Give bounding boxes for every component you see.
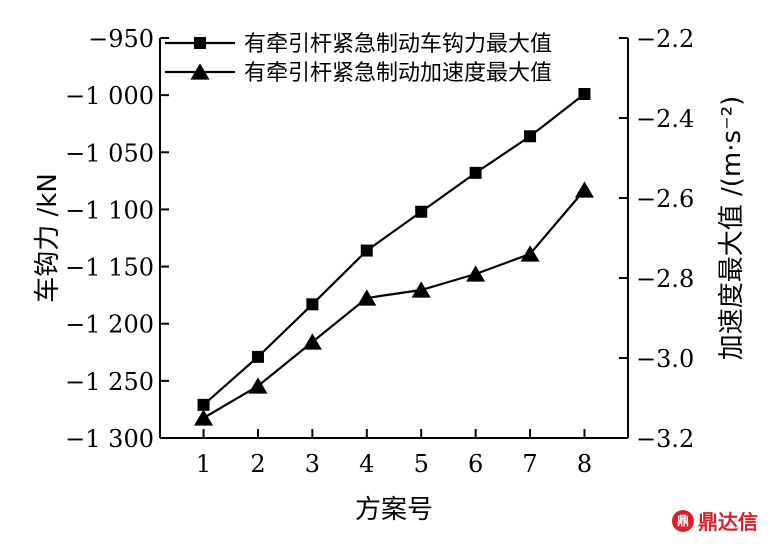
x-axis-title: 方案号 <box>355 495 433 525</box>
y-right-tick-label: −2.2 <box>636 25 694 53</box>
data-point-triangle <box>248 377 268 394</box>
y-left-tick-label: −1 000 <box>65 82 154 110</box>
legend-triangle-icon <box>190 63 210 80</box>
data-point-triangle <box>411 281 431 298</box>
data-point-square <box>251 350 264 363</box>
x-tick-label: 6 <box>468 450 483 478</box>
series-1-line <box>202 93 586 406</box>
y-right-tick-label: −3.0 <box>636 345 694 373</box>
axes: −1 300 −1 250 −1 200 −1 150 −1 100 −1 050 −1 0… <box>65 25 694 478</box>
x-tick-label: 4 <box>359 450 374 478</box>
y-left-tick-label: −1 300 <box>65 425 154 453</box>
series-1 <box>197 88 591 411</box>
y-left-tick-label: −1 150 <box>65 254 154 282</box>
data-point-square <box>360 244 373 257</box>
legend-square-icon <box>194 37 206 49</box>
y-left-tick-label: −1 250 <box>65 368 154 396</box>
data-point-triangle <box>302 333 322 350</box>
data-point-square <box>306 298 319 311</box>
x-tick-label: 3 <box>305 450 320 478</box>
watermark-seal-icon: 鼎 <box>672 509 694 532</box>
y-left-tick-label: −1 200 <box>65 311 154 339</box>
y-right-tick-label: −2.4 <box>636 105 694 133</box>
watermark-logo: 鼎 鼎达信 <box>672 506 758 535</box>
x-tick-label: 2 <box>250 450 265 478</box>
y-right-tick-label: −2.8 <box>636 265 694 293</box>
data-point-triangle <box>357 289 377 306</box>
x-tick-label: 8 <box>577 450 592 478</box>
y-left-tick-label: −1 100 <box>65 196 154 224</box>
data-point-triangle <box>520 245 540 262</box>
y-axis-left-title: 车钩力 /kN <box>33 173 63 303</box>
data-point-square <box>469 166 482 179</box>
data-point-triangle <box>466 265 486 282</box>
axis-titles: 方案号 车钩力 /kN 加速度最大值 /(m·s⁻²) <box>33 96 747 525</box>
data-point-square <box>197 398 210 411</box>
series-layer <box>194 88 594 426</box>
y-left-tick-label: −950 <box>88 25 154 53</box>
data-point-triangle <box>194 409 214 426</box>
x-tick-label: 1 <box>196 450 211 478</box>
data-point-square <box>524 130 537 143</box>
legend-label-2: 有牵引杆紧急制动加速度最大值 <box>244 61 552 86</box>
y-right-tick-label: −2.6 <box>636 185 694 213</box>
data-point-square <box>578 88 591 100</box>
y-right-tick-label: −3.2 <box>636 425 694 453</box>
legend-label-1: 有牵引杆紧急制动车钩力最大值 <box>244 32 552 57</box>
y-axis-right-title: 加速度最大值 /(m·s⁻²) <box>717 96 747 361</box>
x-tick-label: 7 <box>522 450 537 478</box>
watermark-text: 鼎达信 <box>698 510 758 534</box>
data-point-triangle <box>574 181 594 198</box>
series-2 <box>194 181 594 426</box>
y-left-tick-label: −1 050 <box>65 139 154 167</box>
data-point-square <box>415 205 428 218</box>
x-tick-label: 5 <box>414 450 429 478</box>
series-2-line <box>202 189 586 419</box>
